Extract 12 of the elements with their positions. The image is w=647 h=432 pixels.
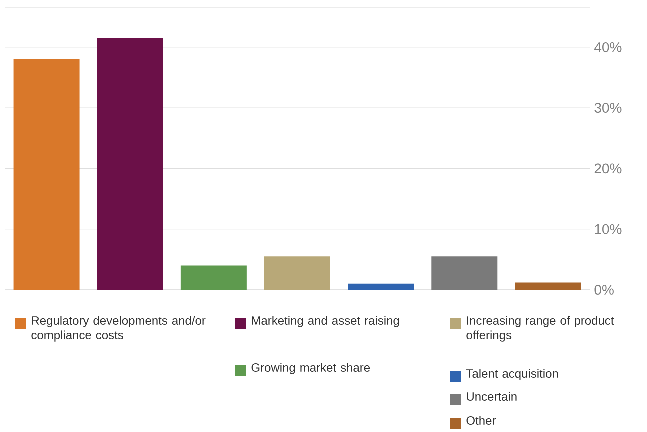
legend-label: Regulatory developments and/or compliance costs [32, 316, 206, 342]
legend-label: Other [466, 416, 496, 426]
legend-label: Increasing range of product offerings [466, 316, 614, 342]
y-tick-label: 40% [594, 42, 622, 52]
y-tick-label: 0% [594, 285, 614, 295]
y-tick-label: 30% [594, 103, 622, 114]
legend-label: Uncertain [467, 392, 517, 402]
legend-label: Growing market share [252, 363, 370, 374]
y-tick-label: 20% [594, 164, 622, 174]
y-tick-label: 10% [595, 224, 622, 234]
legend-label: Marketing and asset raising [252, 316, 400, 328]
legend-label: Talent acquisition [466, 369, 558, 380]
